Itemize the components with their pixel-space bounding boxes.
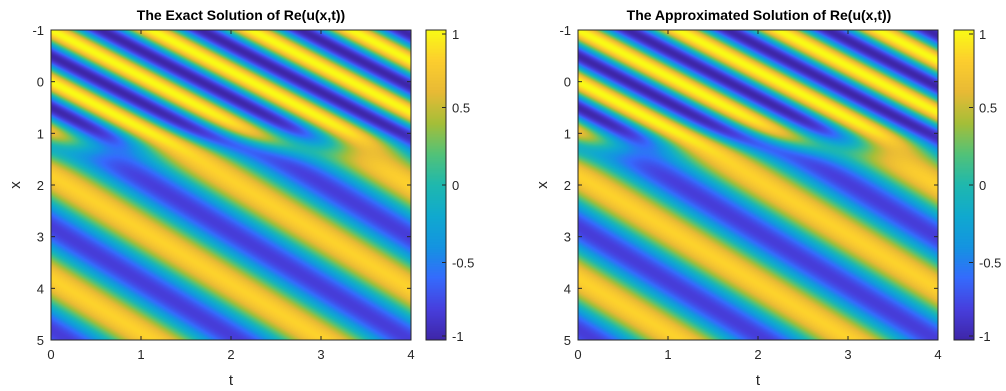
colorbar-image xyxy=(426,30,446,340)
x-tick-label: 1 xyxy=(664,347,671,362)
colorbar-tick-label: -0.5 xyxy=(452,256,474,271)
y-tick-label: 1 xyxy=(37,126,44,141)
y-tick-label: 0 xyxy=(37,75,44,90)
x-tick-label: 4 xyxy=(407,347,414,362)
colorbar-tick-label: -1 xyxy=(452,329,464,344)
y-tick-label: 3 xyxy=(37,230,44,245)
colorbar-tick-label: -1 xyxy=(979,329,991,344)
y-tick-label: 4 xyxy=(564,281,571,296)
x-tick-label: 1 xyxy=(137,347,144,362)
chart-title: The Approximated Solution of Re(u(x,t)) xyxy=(627,7,892,23)
colorbar-tick-label: -0.5 xyxy=(979,256,1001,271)
right-chart-panel: The Approximated Solution of Re(u(x,t)) … xyxy=(503,0,1006,391)
exact-solution-chart: The Exact Solution of Re(u(x,t)) 0 1 2 3 4 -… xyxy=(7,7,474,389)
colorbar-ticks: 1 0.5 0 -0.5 -1 xyxy=(442,27,474,344)
x-axis-label: t xyxy=(756,372,761,389)
y-tick-label: 0 xyxy=(564,75,571,90)
y-tick-label: 4 xyxy=(37,281,44,296)
x-tick-label: 0 xyxy=(47,347,54,362)
y-ticks: -1 0 1 2 3 4 5 xyxy=(559,23,938,348)
y-axis-label: x xyxy=(7,181,24,189)
y-ticks: -1 0 1 2 3 4 5 xyxy=(32,23,411,348)
colorbar-tick-label: 1 xyxy=(452,27,459,42)
x-tick-label: 3 xyxy=(317,347,324,362)
y-tick-label: 5 xyxy=(37,333,44,348)
colorbar-tick-label: 0 xyxy=(979,178,986,193)
chart-title: The Exact Solution of Re(u(x,t)) xyxy=(137,7,345,23)
x-tick-label: 2 xyxy=(754,347,761,362)
colorbar-tick-label: 0 xyxy=(452,178,459,193)
y-tick-label: 2 xyxy=(37,178,44,193)
colorbar-tick-label: 1 xyxy=(979,27,986,42)
x-tick-label: 2 xyxy=(227,347,234,362)
x-axis-label: t xyxy=(229,372,234,389)
y-tick-label: 3 xyxy=(564,230,571,245)
y-tick-label: 1 xyxy=(564,126,571,141)
x-tick-label: 4 xyxy=(934,347,941,362)
x-tick-label: 0 xyxy=(574,347,581,362)
approximated-solution-chart: The Approximated Solution of Re(u(x,t)) … xyxy=(534,7,1001,389)
colorbar-frame xyxy=(953,29,975,341)
y-tick-label: 2 xyxy=(564,178,571,193)
x-ticks: 0 1 2 3 4 xyxy=(47,30,415,362)
colorbar-tick-label: 0.5 xyxy=(452,101,470,116)
colorbar-ticks: 1 0.5 0 -0.5 -1 xyxy=(969,27,1001,344)
colorbar-tick-label: 0.5 xyxy=(979,101,997,116)
x-ticks: 0 1 2 3 4 xyxy=(574,30,942,362)
x-tick-label: 3 xyxy=(844,347,851,362)
heatmap-image xyxy=(51,30,411,340)
y-axis-label: x xyxy=(534,181,551,189)
y-tick-label: -1 xyxy=(559,23,571,38)
heatmap-image xyxy=(578,30,938,340)
left-chart-panel: The Exact Solution of Re(u(x,t)) 0 1 2 3 4 -… xyxy=(7,7,474,389)
y-tick-label: -1 xyxy=(32,23,44,38)
y-tick-label: 5 xyxy=(564,333,571,348)
